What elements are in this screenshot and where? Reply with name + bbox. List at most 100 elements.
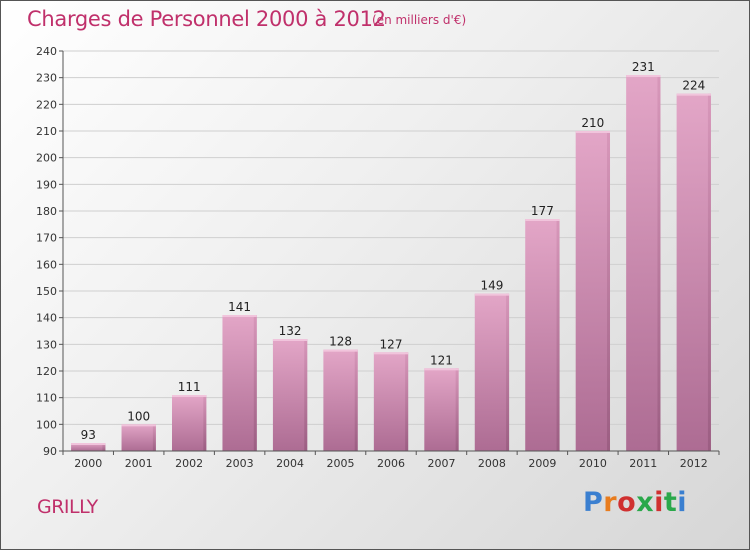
data-label: 100 bbox=[127, 409, 150, 423]
y-tick-label: 230 bbox=[36, 72, 57, 85]
data-label: 111 bbox=[178, 380, 201, 394]
bar bbox=[474, 293, 510, 451]
x-tick-label: 2004 bbox=[276, 457, 304, 470]
data-label: 121 bbox=[430, 353, 453, 367]
y-tick-label: 200 bbox=[36, 152, 57, 165]
bar-shade bbox=[556, 219, 560, 451]
bar-top bbox=[373, 352, 409, 355]
data-label: 224 bbox=[682, 79, 705, 93]
y-tick-label: 140 bbox=[36, 312, 57, 325]
bar-group bbox=[575, 131, 611, 451]
bar bbox=[626, 75, 661, 451]
y-tick-label: 130 bbox=[36, 338, 57, 351]
bar bbox=[121, 424, 156, 451]
data-label: 177 bbox=[531, 204, 554, 218]
bar-group bbox=[323, 349, 358, 451]
bar-layer bbox=[71, 75, 711, 452]
data-label: 141 bbox=[228, 300, 251, 314]
bar-shade bbox=[102, 443, 106, 451]
bar-group bbox=[272, 339, 308, 451]
bar bbox=[71, 443, 106, 451]
bar-shade bbox=[707, 93, 711, 452]
bar-shade bbox=[354, 349, 358, 451]
bar-group bbox=[121, 424, 156, 451]
logo-letter: r bbox=[603, 487, 618, 518]
bar-group bbox=[424, 368, 459, 451]
bar-top bbox=[323, 349, 358, 352]
bar bbox=[323, 349, 358, 451]
bar-top bbox=[171, 395, 207, 397]
bar bbox=[676, 93, 711, 452]
y-tick-label: 210 bbox=[36, 125, 57, 138]
y-tick-label: 170 bbox=[36, 232, 57, 245]
axis-layer: 90 100 110 120 130 140 150 160 170 180 190 200 210 22… bbox=[36, 45, 720, 470]
data-label: 210 bbox=[581, 116, 604, 130]
x-tick-label: 2008 bbox=[478, 457, 506, 470]
x-tick-label: 2010 bbox=[579, 457, 607, 470]
logo-letter: P bbox=[583, 487, 604, 518]
bar-shade bbox=[203, 395, 207, 451]
bar bbox=[171, 395, 207, 451]
bar-shade bbox=[506, 293, 510, 451]
y-tick-label: 90 bbox=[43, 445, 57, 458]
bar bbox=[575, 131, 611, 451]
bar bbox=[525, 219, 560, 451]
x-tick-label: 2002 bbox=[175, 457, 203, 470]
logo-letter: o bbox=[617, 487, 637, 518]
y-tick-label: 100 bbox=[36, 418, 57, 431]
bar-top bbox=[222, 315, 257, 317]
bar bbox=[424, 368, 459, 451]
bar-top bbox=[272, 339, 308, 341]
data-label: 231 bbox=[632, 60, 655, 74]
proxiti-logo[interactable]: Proxiti bbox=[583, 487, 687, 518]
bar-top bbox=[525, 219, 560, 221]
data-label: 149 bbox=[480, 279, 503, 293]
bar-shade bbox=[455, 368, 459, 451]
data-label: 93 bbox=[81, 428, 96, 442]
bar-group bbox=[222, 315, 257, 451]
bar-shade bbox=[607, 131, 611, 451]
bar-group bbox=[71, 443, 106, 451]
bar bbox=[222, 315, 257, 451]
bar-top bbox=[575, 131, 611, 133]
bar-group bbox=[626, 75, 661, 451]
y-tick-label: 190 bbox=[36, 178, 57, 191]
commune-name: GRILLY bbox=[37, 496, 98, 518]
bar-shade bbox=[253, 315, 257, 451]
chart-title: Charges de Personnel 2000 à 2012 bbox=[27, 7, 386, 31]
bar-shade bbox=[657, 75, 661, 451]
y-tick-label: 240 bbox=[36, 45, 57, 58]
x-tick-label: 2011 bbox=[629, 457, 657, 470]
y-tick-label: 160 bbox=[36, 258, 57, 271]
logo-letter: t bbox=[663, 487, 678, 518]
x-tick-label: 2005 bbox=[327, 457, 355, 470]
bar-top bbox=[71, 443, 106, 445]
bar-group bbox=[676, 93, 711, 452]
data-label: 127 bbox=[380, 337, 403, 351]
bar-top bbox=[121, 424, 156, 427]
x-tick-label: 2007 bbox=[427, 457, 455, 470]
bar-top bbox=[474, 293, 510, 296]
x-tick-label: 2003 bbox=[226, 457, 254, 470]
data-label: 128 bbox=[329, 335, 352, 349]
y-tick-label: 150 bbox=[36, 285, 57, 298]
logo-letter: x bbox=[636, 487, 655, 518]
x-tick-label: 2012 bbox=[680, 457, 708, 470]
bar-group bbox=[373, 352, 409, 451]
data-label: 132 bbox=[279, 324, 302, 338]
logo-letter: i bbox=[677, 487, 688, 518]
y-tick-label: 120 bbox=[36, 365, 57, 378]
bar bbox=[373, 352, 409, 451]
y-tick-label: 110 bbox=[36, 392, 57, 405]
x-tick-label: 2009 bbox=[528, 457, 556, 470]
bar-group bbox=[474, 293, 510, 451]
bar-group bbox=[171, 395, 207, 451]
y-tick-label: 180 bbox=[36, 205, 57, 218]
bar-shade bbox=[405, 352, 409, 451]
bar-shade bbox=[152, 424, 156, 451]
x-tick-label: 2006 bbox=[377, 457, 405, 470]
y-tick-label: 220 bbox=[36, 98, 57, 111]
bar-top bbox=[626, 75, 661, 77]
bar-top bbox=[676, 93, 711, 96]
